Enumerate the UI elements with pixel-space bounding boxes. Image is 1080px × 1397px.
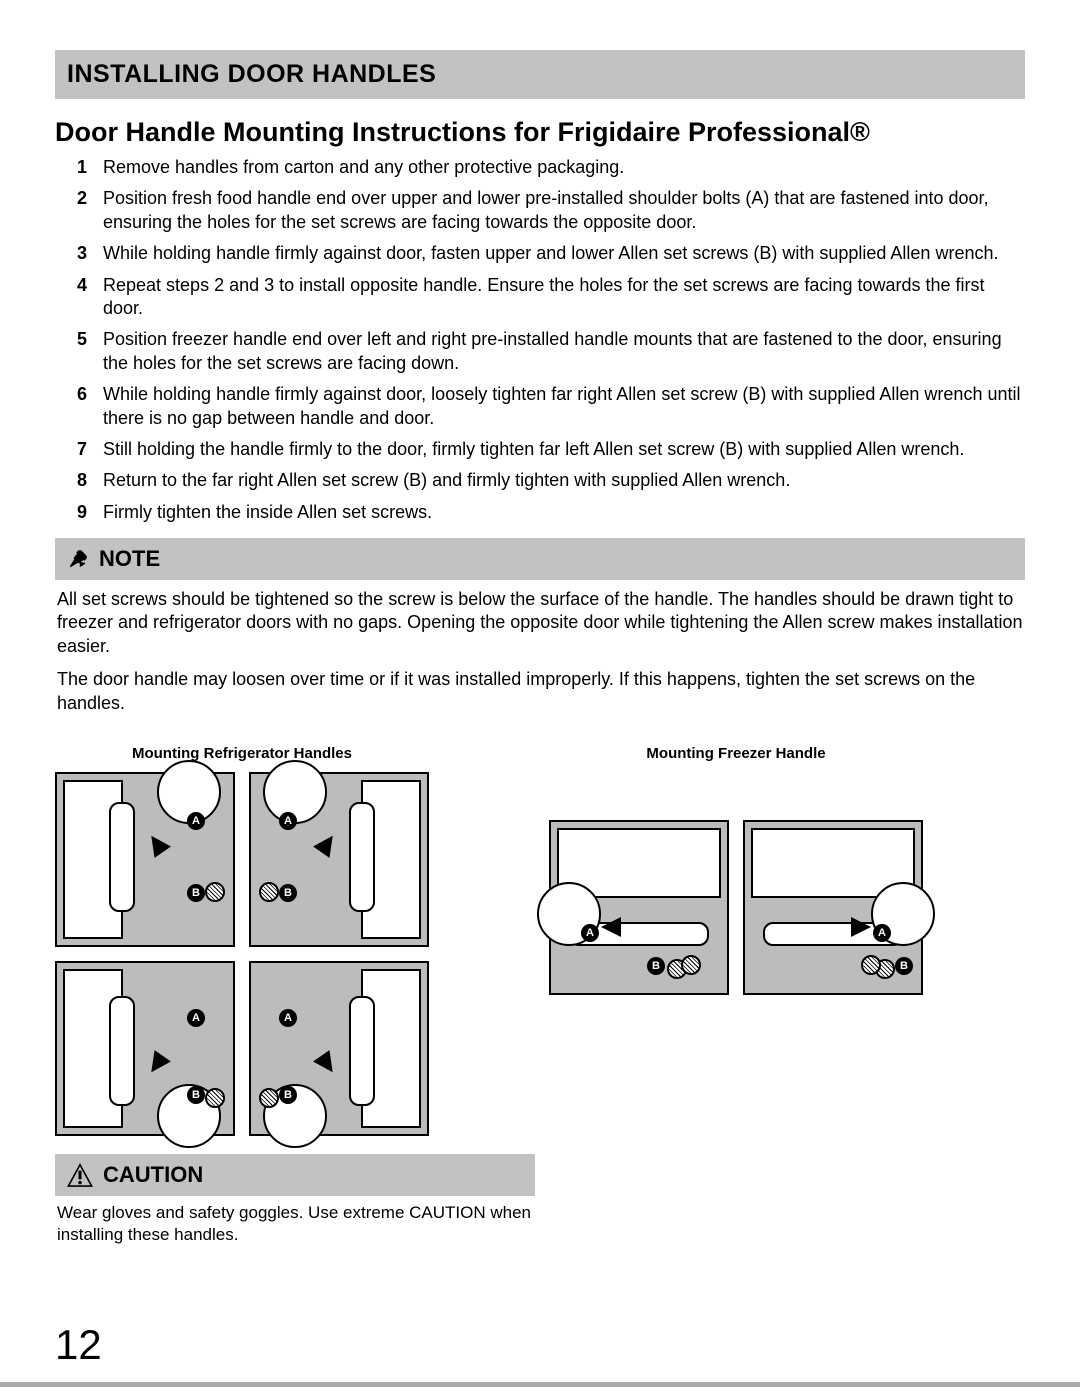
step-text: Position fresh food handle end over uppe… xyxy=(103,187,1025,234)
section-header: INSTALLING DOOR HANDLES xyxy=(55,50,1025,99)
note-paragraph: All set screws should be tightened so th… xyxy=(57,588,1023,658)
label-b: B xyxy=(279,884,297,902)
warning-icon xyxy=(67,1163,93,1187)
step-num: 4 xyxy=(77,274,103,321)
fridge-diagrams: Mounting Refrigerator Handles A B A B xyxy=(55,745,429,1136)
pin-icon xyxy=(67,548,89,570)
step-text: While holding handle firmly against door… xyxy=(103,242,1025,265)
step-text: Position freezer handle end over left an… xyxy=(103,328,1025,375)
caution-body: Wear gloves and safety goggles. Use extr… xyxy=(55,1196,535,1252)
step-text: While holding handle firmly against door… xyxy=(103,383,1025,430)
step-num: 8 xyxy=(77,469,103,492)
step-text: Still holding the handle firmly to the d… xyxy=(103,438,1025,461)
caution-header: CAUTION xyxy=(55,1154,535,1196)
step-num: 5 xyxy=(77,328,103,375)
label-a: A xyxy=(187,812,205,830)
main-title: Door Handle Mounting Instructions for Fr… xyxy=(55,117,1025,148)
fridge-panel: A B xyxy=(249,772,429,947)
freezer-panel: A B xyxy=(549,820,729,995)
step-num: 2 xyxy=(77,187,103,234)
fridge-panel: A B xyxy=(55,772,235,947)
step-text: Remove handles from carton and any other… xyxy=(103,156,1025,179)
caution-box: CAUTION Wear gloves and safety goggles. … xyxy=(55,1154,535,1252)
step-num: 3 xyxy=(77,242,103,265)
step-num: 6 xyxy=(77,383,103,430)
label-b: B xyxy=(187,1086,205,1104)
step-num: 9 xyxy=(77,501,103,524)
steps-list: 1Remove handles from carton and any othe… xyxy=(55,156,1025,524)
label-b: B xyxy=(895,957,913,975)
step-text: Return to the far right Allen set screw … xyxy=(103,469,1025,492)
note-label: NOTE xyxy=(99,546,160,572)
page-number: 12 xyxy=(55,1321,102,1369)
note-paragraph: The door handle may loosen over time or … xyxy=(57,668,1023,715)
step-text: Firmly tighten the inside Allen set scre… xyxy=(103,501,1025,524)
caution-label: CAUTION xyxy=(103,1162,203,1188)
label-a: A xyxy=(873,924,891,942)
fridge-panel: A B xyxy=(55,961,235,1136)
step-num: 1 xyxy=(77,156,103,179)
note-body: All set screws should be tightened so th… xyxy=(55,580,1025,733)
freezer-diagrams: Mounting Freezer Handle A B A B xyxy=(549,745,923,1136)
fridge-panel: A B xyxy=(249,961,429,1136)
label-a: A xyxy=(581,924,599,942)
label-b: B xyxy=(187,884,205,902)
label-a: A xyxy=(279,1009,297,1027)
fridge-diag-title: Mounting Refrigerator Handles xyxy=(132,745,352,762)
footer-bar xyxy=(0,1382,1080,1387)
label-b: B xyxy=(279,1086,297,1104)
step-text: Repeat steps 2 and 3 to install opposite… xyxy=(103,274,1025,321)
label-a: A xyxy=(187,1009,205,1027)
label-a: A xyxy=(279,812,297,830)
note-header: NOTE xyxy=(55,538,1025,580)
freezer-panel: A B xyxy=(743,820,923,995)
freezer-diag-title: Mounting Freezer Handle xyxy=(646,745,825,762)
step-num: 7 xyxy=(77,438,103,461)
diagrams-row: Mounting Refrigerator Handles A B A B xyxy=(55,745,1025,1136)
label-b: B xyxy=(647,957,665,975)
